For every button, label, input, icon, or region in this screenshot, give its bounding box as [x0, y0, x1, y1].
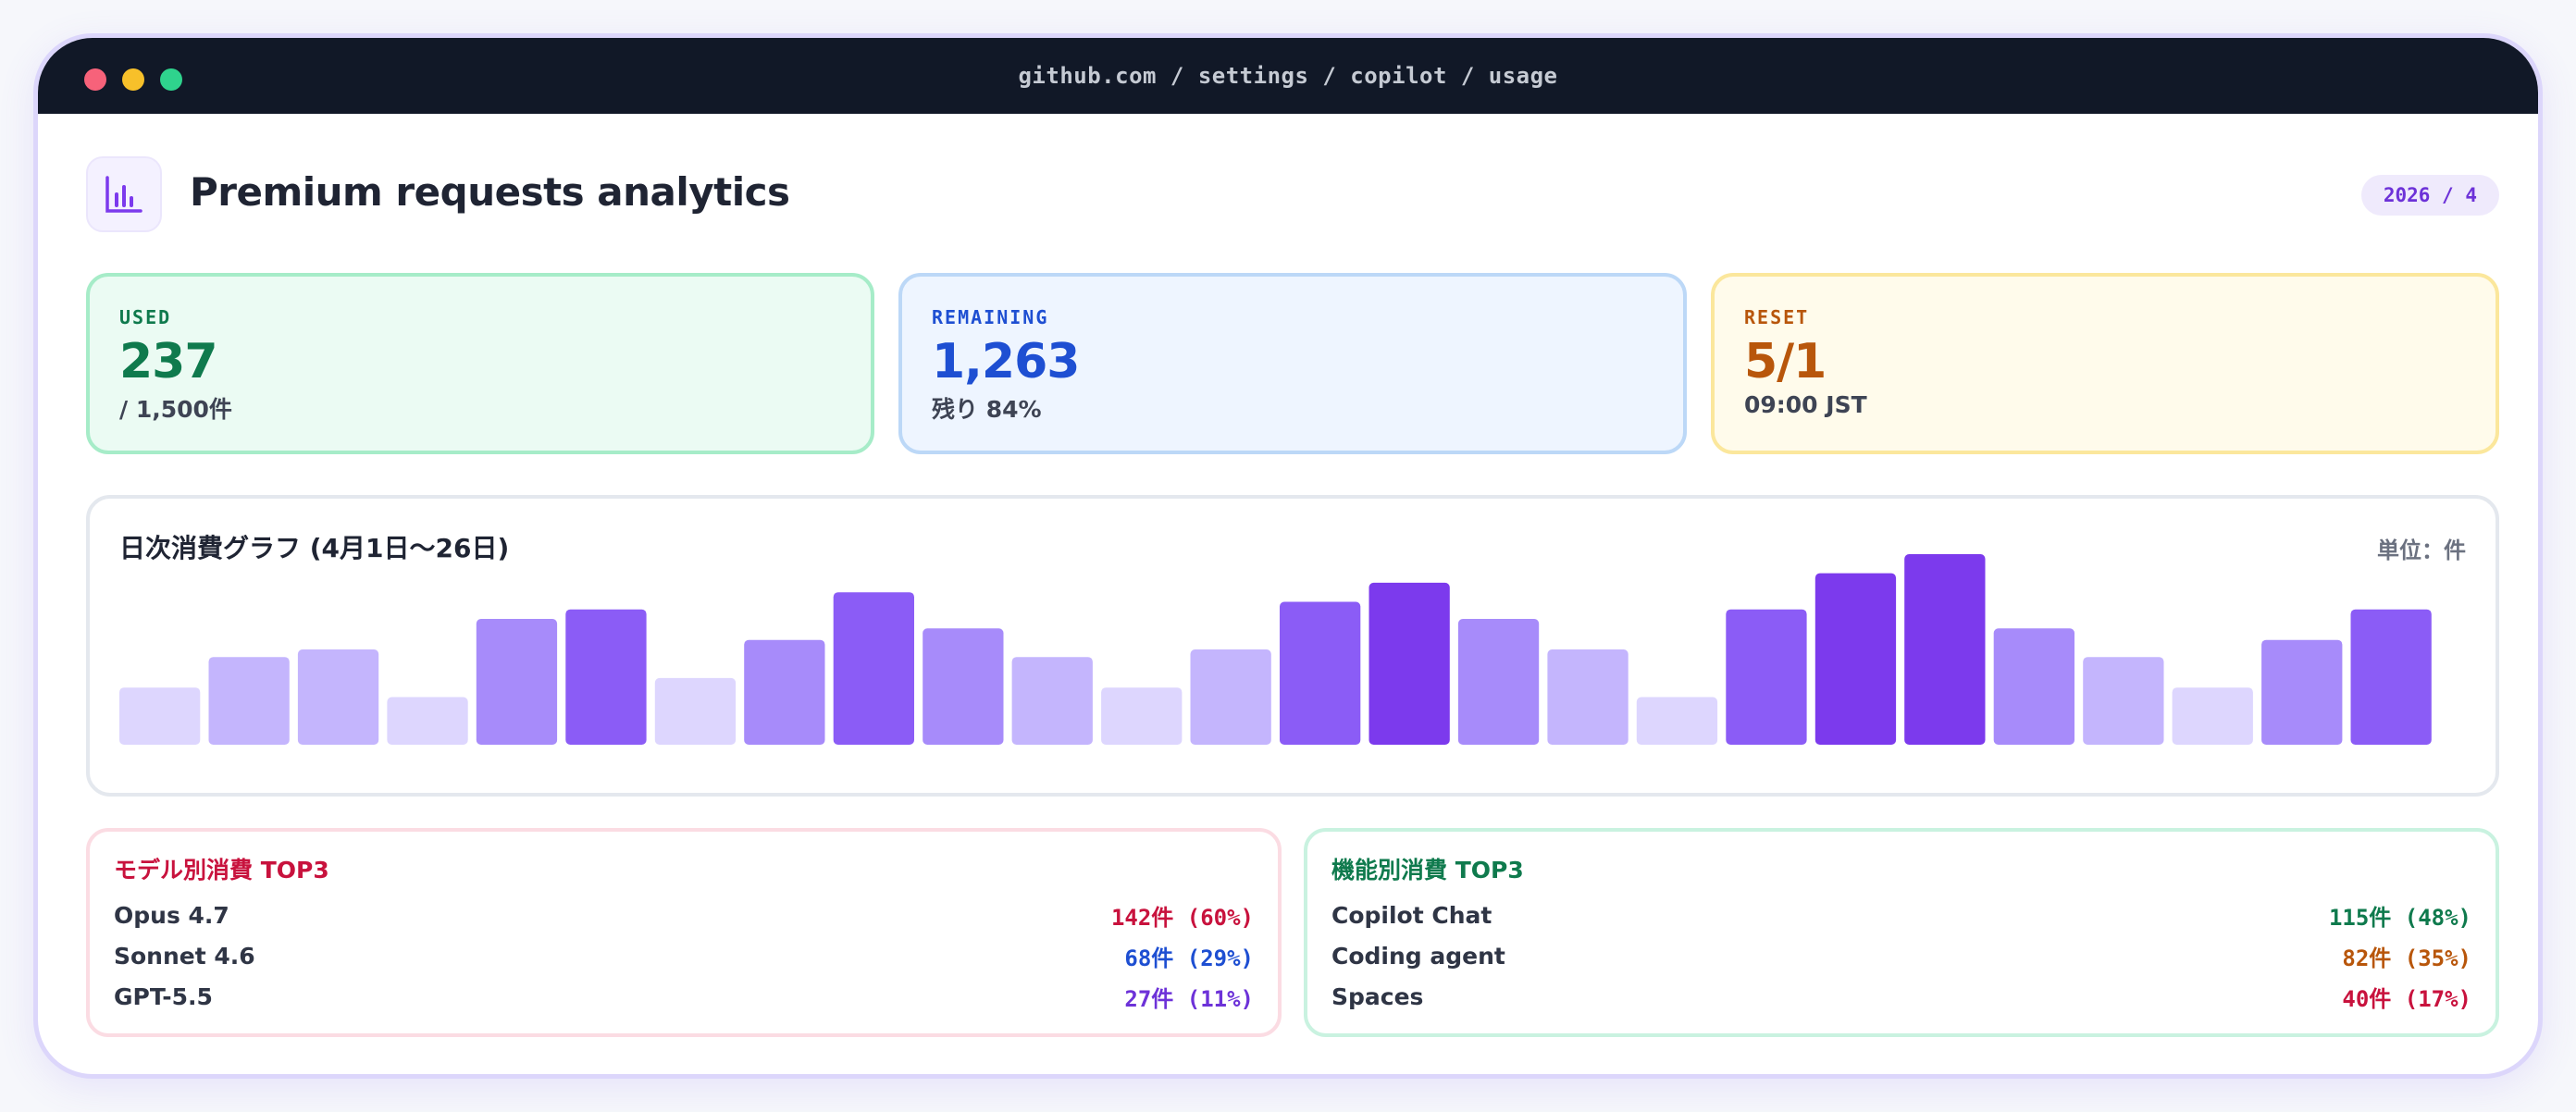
close-window-button[interactable]: [84, 68, 106, 91]
bar-day-26[interactable]: [2350, 609, 2432, 745]
period-badge[interactable]: 2026 / 4: [2360, 175, 2499, 216]
reset-card: RESET 5/1 09:00 JST: [1711, 273, 2499, 454]
list-item: Coding agent 82件 (35%): [1331, 935, 2471, 976]
model-name: Opus 4.7: [114, 901, 229, 929]
page-header: Premium requests analytics 2026 / 4: [86, 156, 2499, 232]
chart-title: 日次消費グラフ (4月1日〜26日): [119, 533, 510, 563]
model-name: Sonnet 4.6: [114, 942, 255, 970]
maximize-window-button[interactable]: [160, 68, 182, 91]
feature-name: Coding agent: [1331, 942, 1505, 970]
list-item: Sonnet 4.6 68件 (29%): [114, 935, 1254, 976]
bar-day-15[interactable]: [1368, 582, 1450, 745]
remaining-value: 1,263: [932, 334, 1080, 389]
top3-panels: モデル別消費 TOP3 Opus 4.7 142件 (60%) Sonnet 4…: [86, 828, 2499, 1037]
browser-window: github.com / settings / copilot / usage …: [33, 33, 2543, 1079]
bar-day-11[interactable]: [1011, 657, 1093, 745]
title-bar: github.com / settings / copilot / usage: [38, 38, 2538, 114]
window-controls: [84, 68, 182, 91]
feature-top3-title: 機能別消費 TOP3: [1331, 857, 1524, 883]
model-top3-panel: モデル別消費 TOP3 Opus 4.7 142件 (60%) Sonnet 4…: [86, 828, 1282, 1037]
bar-day-18[interactable]: [1636, 697, 1718, 746]
bar-day-13[interactable]: [1190, 649, 1271, 745]
minimize-window-button[interactable]: [122, 68, 144, 91]
bar-chart-svg: [119, 554, 2432, 746]
feature-top3-panel: 機能別消費 TOP3 Copilot Chat 115件 (48%) Codin…: [1304, 828, 2499, 1037]
list-item: Copilot Chat 115件 (48%): [1331, 895, 2471, 935]
chart-unit: 単位：件: [2377, 537, 2466, 563]
bar-day-22[interactable]: [1993, 628, 2074, 745]
bar-day-3[interactable]: [297, 649, 379, 745]
model-value: 27件 (11%): [1124, 985, 1254, 1012]
bar-day-9[interactable]: [833, 592, 914, 745]
remaining-sub: 残り 84%: [932, 396, 1042, 423]
bar-day-12[interactable]: [1101, 687, 1183, 745]
bar-area: [119, 554, 2470, 756]
used-label: USED: [119, 306, 172, 328]
feature-value: 82件 (35%): [2342, 945, 2471, 971]
model-top3-title: モデル別消費 TOP3: [114, 857, 329, 883]
bar-day-21[interactable]: [1904, 554, 1986, 745]
reset-value: 5/1: [1744, 334, 1827, 389]
list-item: GPT-5.5 27件 (11%): [114, 976, 1254, 1017]
feature-value: 115件 (48%): [2328, 904, 2471, 931]
model-value: 142件 (60%): [1110, 904, 1254, 931]
bar-day-16[interactable]: [1457, 619, 1540, 745]
feature-name: Copilot Chat: [1331, 901, 1492, 929]
feature-value: 40件 (17%): [2342, 985, 2471, 1012]
model-value: 68件 (29%): [1124, 945, 1254, 971]
daily-usage-chart: 日次消費グラフ (4月1日〜26日) 単位：件: [86, 495, 2499, 797]
bar-day-7[interactable]: [654, 677, 737, 745]
used-card: USED 237 / 1,500件: [86, 273, 874, 454]
reset-label: RESET: [1744, 306, 1810, 328]
bar-day-25[interactable]: [2261, 639, 2343, 745]
used-value: 237: [119, 334, 218, 389]
bar-day-2[interactable]: [208, 657, 290, 745]
bar-day-17[interactable]: [1547, 649, 1629, 745]
bar-day-14[interactable]: [1280, 601, 1361, 746]
bar-day-4[interactable]: [387, 697, 468, 746]
address-bar[interactable]: github.com / settings / copilot / usage: [1018, 63, 1558, 89]
feature-name: Spaces: [1331, 982, 1424, 1010]
bar-day-23[interactable]: [2083, 657, 2164, 745]
bar-day-1[interactable]: [119, 687, 201, 745]
remaining-label: REMAINING: [932, 306, 1049, 328]
remaining-card: REMAINING 1,263 残り 84%: [898, 273, 1687, 454]
bar-day-24[interactable]: [2172, 687, 2253, 745]
model-name: GPT-5.5: [114, 982, 213, 1010]
bar-day-8[interactable]: [744, 639, 825, 745]
reset-sub: 09:00 JST: [1744, 391, 1867, 418]
page-title: Premium requests analytics: [190, 169, 790, 215]
bar-chart-icon: [86, 156, 162, 232]
list-item: Spaces 40件 (17%): [1331, 976, 2471, 1017]
used-sub: / 1,500件: [119, 396, 232, 423]
bar-day-10[interactable]: [923, 628, 1004, 745]
stats-row: USED 237 / 1,500件 REMAINING 1,263 残り 84%…: [86, 273, 2499, 454]
bar-day-5[interactable]: [476, 619, 558, 745]
bar-day-19[interactable]: [1726, 609, 1807, 745]
list-item: Opus 4.7 142件 (60%): [114, 895, 1254, 935]
bar-day-6[interactable]: [565, 609, 647, 745]
bar-day-20[interactable]: [1814, 573, 1897, 745]
